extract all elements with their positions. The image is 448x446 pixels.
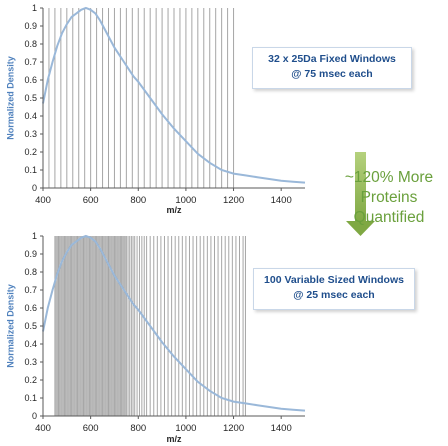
y-tick-label-top: 0.8	[24, 39, 37, 49]
x-tick-label-top: 800	[130, 195, 146, 206]
y-tick-label-bottom: 0.3	[24, 357, 37, 367]
y-axis-label-bottom: Normalized Density	[5, 284, 15, 368]
fixed-windows-note-line-1: 32 x 25Da Fixed Windows	[268, 53, 396, 65]
fixed-windows-note-line-2: @ 75 msec each	[291, 68, 373, 80]
improvement-callout: ~120% More Proteins Quantified	[334, 168, 444, 228]
y-tick-label-bottom: 0.9	[24, 249, 37, 259]
callout-line-1: ~120% More	[344, 169, 434, 186]
y-tick-label-top: 0	[32, 183, 37, 193]
y-tick-label-top: 0.2	[24, 147, 37, 157]
x-tick-label-bottom: 1000	[175, 423, 196, 434]
y-tick-label-bottom: 0.1	[24, 393, 37, 403]
x-tick-label-bottom: 400	[35, 423, 51, 434]
x-tick-label-bottom: 800	[130, 423, 146, 434]
y-tick-label-bottom: 0.7	[24, 285, 37, 295]
x-tick-label-top: 600	[83, 195, 99, 206]
x-tick-label-bottom: 1400	[271, 423, 292, 434]
x-axis-label-bottom: m/z	[166, 434, 182, 444]
x-tick-label-top: 1000	[175, 195, 196, 206]
x-tick-label-top: 1200	[223, 195, 244, 206]
y-axis-label-top: Normalized Density	[5, 56, 15, 140]
variable-windows-note-line-2: @ 25 msec each	[293, 289, 375, 301]
y-tick-label-top: 0.5	[24, 93, 37, 103]
variable-windows-note-line-1: 100 Variable Sized Windows	[264, 274, 404, 286]
window-lines-top	[42, 8, 235, 188]
density-curve-top	[42, 6, 306, 184]
y-tick-label-bottom: 1	[32, 231, 37, 241]
y-tick-label-top: 1	[32, 3, 37, 13]
x-tick-label-top: 1400	[271, 195, 292, 206]
y-tick-label-bottom: 0.6	[24, 303, 37, 313]
y-tick-label-top: 0.3	[24, 129, 37, 139]
y-tick-label-top: 0.6	[24, 75, 37, 85]
variable-windows-note: 100 Variable Sized Windows @ 25 msec eac…	[253, 268, 415, 310]
x-tick-label-bottom: 1200	[223, 423, 244, 434]
y-tick-label-bottom: 0.4	[24, 339, 37, 349]
y-tick-label-bottom: 0.5	[24, 321, 37, 331]
fixed-windows-note: 32 x 25Da Fixed Windows @ 75 msec each	[252, 47, 412, 89]
y-tick-label-top: 0.7	[24, 57, 37, 67]
y-tick-label-top: 0.1	[24, 165, 37, 175]
y-tick-label-bottom: 0	[32, 411, 37, 421]
y-tick-label-top: 0.4	[24, 111, 37, 121]
x-axis-label-top: m/z	[166, 205, 182, 215]
density-curve-bottom	[42, 234, 306, 412]
x-tick-label-bottom: 600	[83, 423, 99, 434]
callout-line-2: Proteins	[360, 189, 418, 206]
arrow-head	[346, 221, 375, 236]
y-tick-label-bottom: 0.8	[24, 267, 37, 277]
y-tick-label-top: 0.9	[24, 21, 37, 31]
callout-line-3: Quantified	[353, 209, 425, 226]
x-tick-label-top: 400	[35, 195, 51, 206]
arrow-shaft	[355, 152, 366, 223]
y-tick-label-bottom: 0.2	[24, 375, 37, 385]
down-arrow	[346, 152, 375, 236]
window-lines-bottom	[42, 236, 246, 416]
